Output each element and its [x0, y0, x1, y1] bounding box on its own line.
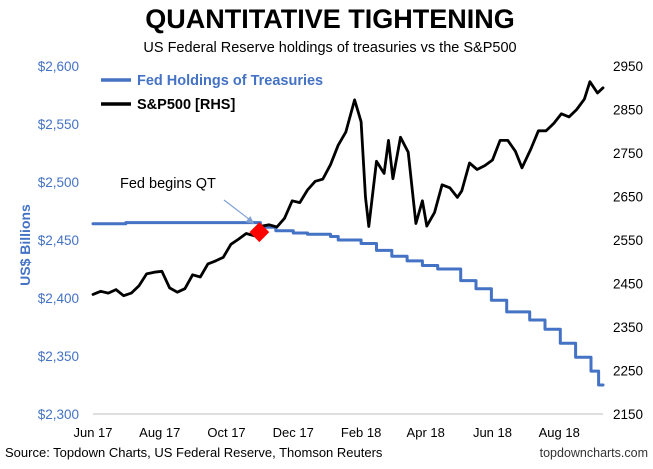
annotation-arrow [223, 199, 251, 221]
x-tick-label: Jun 17 [73, 425, 112, 440]
annotation-marker [249, 222, 270, 243]
series-line-fed-holdings [91, 221, 605, 387]
watermark: topdowncharts.com [540, 446, 648, 460]
y-tick-label-left: $2,350 [38, 349, 79, 364]
y-tick-label-right: 2450 [613, 277, 643, 292]
y-tick-label-left: $2,400 [38, 291, 79, 306]
x-tick-label: Jun 18 [473, 425, 512, 440]
chart-subtitle: US Federal Reserve holdings of treasurie… [143, 40, 516, 56]
y-tick-label-left: $2,450 [38, 233, 79, 248]
y-tick-label-left: $2,500 [38, 175, 79, 190]
y-axis-label-left: US$ Billions [17, 204, 33, 286]
source-note: Source: Topdown Charts, US Federal Reser… [5, 445, 383, 460]
y-tick-label-right: 2950 [613, 59, 643, 74]
legend-label: Fed Holdings of Treasuries [137, 73, 323, 89]
x-tick-label: Apr 18 [407, 425, 445, 440]
legend-label: S&P500 [RHS] [137, 97, 235, 113]
y-tick-label-left: $2,600 [38, 59, 79, 74]
x-tick-label: Aug 17 [139, 425, 180, 440]
y-tick-label-right: 2650 [613, 190, 643, 205]
annotation-arrowhead [245, 216, 255, 225]
y-tick-label-right: 2850 [613, 103, 643, 118]
x-tick-label: Feb 18 [341, 425, 381, 440]
y-tick-label-right: 2550 [613, 233, 643, 248]
y-tick-label-left: $2,550 [38, 117, 79, 132]
x-tick-label: Oct 17 [207, 425, 245, 440]
y-tick-label-right: 2150 [613, 407, 643, 422]
annotation-text: Fed begins QT [120, 176, 216, 192]
series-line-sp500 [91, 80, 605, 298]
x-tick-label: Aug 18 [539, 425, 580, 440]
y-tick-label-right: 2250 [613, 364, 643, 379]
x-tick-label: Dec 17 [273, 425, 314, 440]
y-tick-label-right: 2750 [613, 146, 643, 161]
chart-title: QUANTITATIVE TIGHTENING [145, 4, 514, 34]
y-tick-label-left: $2,300 [38, 407, 79, 422]
y-tick-label-right: 2350 [613, 320, 643, 335]
